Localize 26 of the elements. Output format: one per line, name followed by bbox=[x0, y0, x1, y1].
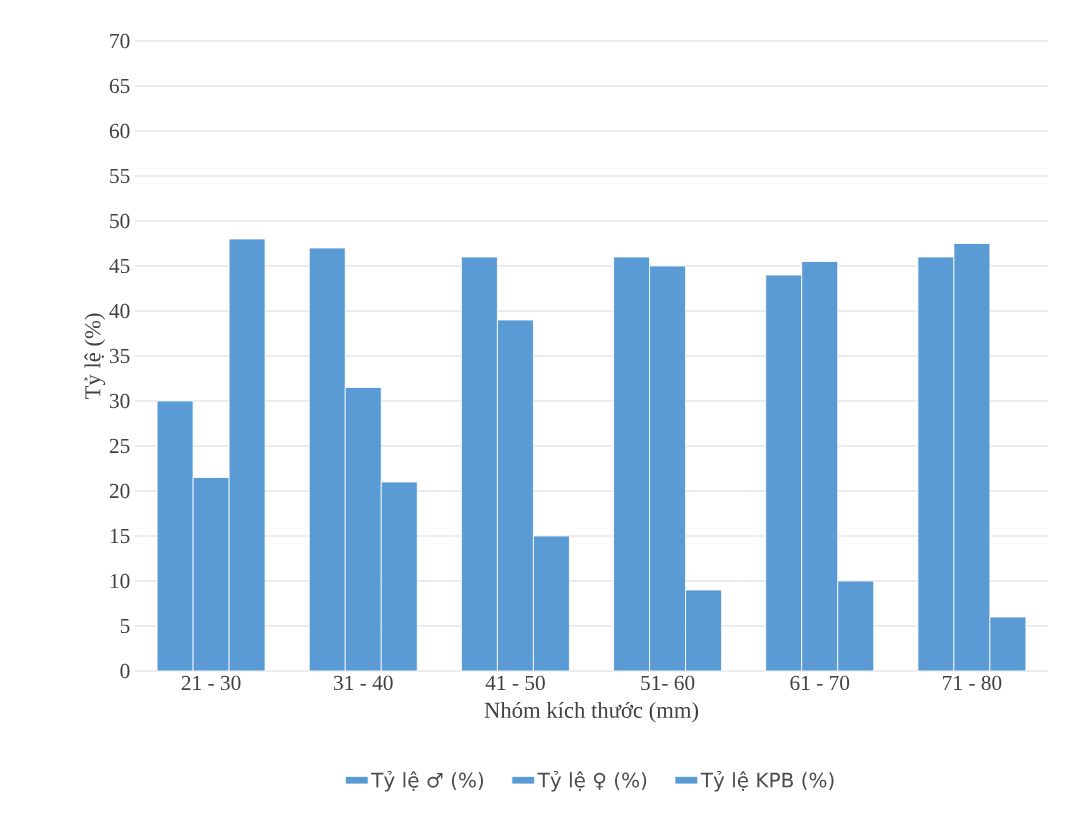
y-tick-label: 5 bbox=[120, 618, 130, 634]
y-tick-label: 45 bbox=[109, 258, 130, 274]
y-tick-label: 10 bbox=[110, 573, 130, 589]
legend-label: Tỷ lệ KPB (%) bbox=[700, 771, 834, 792]
y-tick-label: 25 bbox=[109, 438, 130, 454]
x-tick-label: 31 - 40 bbox=[334, 675, 393, 691]
y-tick-label: 30 bbox=[109, 393, 130, 409]
y-tick-label: 40 bbox=[109, 303, 130, 319]
y-tick-label: 55 bbox=[110, 168, 130, 184]
x-axis-title: Nhóm kích thước (mm) bbox=[484, 701, 699, 723]
x-tick-label: 71 - 80 bbox=[943, 675, 1002, 691]
y-tick-label: 70 bbox=[110, 33, 130, 49]
legend-label: Tỷ lệ ♂ (%) bbox=[371, 771, 484, 792]
x-tick-label: 41 - 50 bbox=[485, 675, 545, 691]
y-axis-title: Tỷ lệ (%) bbox=[84, 313, 106, 399]
y-tick-label: 50 bbox=[110, 213, 130, 229]
y-tick-label: 35 bbox=[109, 348, 130, 364]
y-tick-label: 60 bbox=[109, 123, 130, 139]
y-tick-label: 65 bbox=[109, 78, 130, 94]
x-tick-label: 51- 60 bbox=[641, 675, 695, 691]
x-tick-label: 21 - 30 bbox=[181, 675, 241, 691]
legend-label: Tỷ lệ ♀ (%) bbox=[537, 771, 647, 792]
x-tick-label: 61 - 70 bbox=[790, 675, 850, 691]
y-tick-label: 0 bbox=[120, 663, 130, 679]
y-tick-label: 15 bbox=[110, 528, 130, 544]
y-tick-label: 20 bbox=[109, 483, 130, 499]
